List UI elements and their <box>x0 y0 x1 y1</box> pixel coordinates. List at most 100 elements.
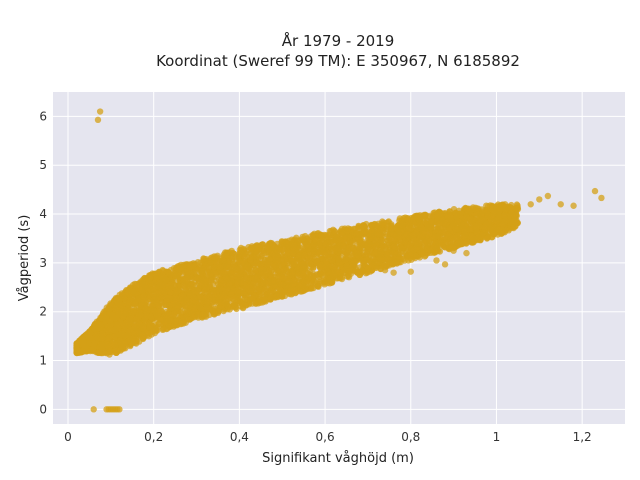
data-point <box>173 289 180 296</box>
data-point <box>206 305 213 313</box>
data-point <box>507 204 514 211</box>
data-point <box>501 212 508 220</box>
data-point <box>268 288 275 295</box>
data-point <box>323 233 330 240</box>
data-point <box>210 287 218 295</box>
data-point <box>218 293 225 300</box>
data-point <box>219 257 226 264</box>
data-point <box>117 301 125 309</box>
data-point <box>197 259 204 266</box>
data-point <box>383 251 391 258</box>
data-point <box>261 296 269 303</box>
data-point <box>230 302 238 309</box>
data-point <box>426 212 433 220</box>
data-points <box>73 108 605 413</box>
data-point <box>372 244 380 251</box>
data-point <box>396 217 403 224</box>
data-point <box>264 280 271 288</box>
data-point <box>397 244 404 251</box>
data-point <box>461 232 469 239</box>
data-point <box>372 249 380 256</box>
data-point <box>284 278 292 285</box>
data-point <box>223 249 230 256</box>
data-point <box>273 292 281 300</box>
data-point <box>295 246 302 253</box>
data-point <box>229 264 236 272</box>
data-point <box>467 216 474 223</box>
data-point <box>177 283 184 290</box>
data-point <box>171 294 179 302</box>
data-point <box>469 234 476 242</box>
data-point <box>275 267 282 274</box>
data-point <box>244 262 251 270</box>
data-point <box>378 237 385 244</box>
data-point <box>290 277 298 284</box>
data-point <box>193 287 201 294</box>
data-point <box>346 237 354 244</box>
data-point <box>215 308 222 315</box>
data-point <box>393 260 401 267</box>
data-point <box>382 243 389 250</box>
data-point <box>320 277 328 284</box>
data-point <box>423 237 430 245</box>
data-point <box>159 326 166 333</box>
data-point <box>483 202 490 209</box>
data-point <box>161 318 169 325</box>
data-point <box>473 209 480 216</box>
data-point <box>252 266 259 273</box>
data-point <box>167 323 174 330</box>
data-point <box>292 289 299 297</box>
data-point <box>390 231 397 238</box>
data-point <box>256 285 263 292</box>
data-point <box>197 305 204 312</box>
data-point <box>144 285 151 292</box>
data-point <box>127 315 134 323</box>
data-point <box>312 236 320 244</box>
data-point <box>436 219 443 227</box>
data-point <box>410 218 417 226</box>
data-point <box>439 239 446 246</box>
data-point <box>284 249 292 257</box>
data-point <box>299 261 306 268</box>
data-point <box>342 256 349 264</box>
data-point <box>238 268 246 275</box>
data-point <box>153 299 160 307</box>
data-point <box>245 301 253 308</box>
data-point <box>125 302 132 309</box>
data-point <box>212 270 219 278</box>
data-point <box>361 257 368 264</box>
data-point <box>146 320 153 328</box>
data-point <box>238 249 245 257</box>
data-point <box>395 233 402 241</box>
data-point <box>111 333 118 340</box>
data-point <box>399 222 406 229</box>
data-point <box>416 221 424 228</box>
data-point <box>295 282 303 289</box>
data-point <box>316 241 323 248</box>
data-point <box>301 251 308 258</box>
chart-subtitle: Koordinat (Sweref 99 TM): E 350967, N 61… <box>156 52 520 70</box>
data-point <box>282 256 289 264</box>
data-point <box>176 265 183 273</box>
data-point <box>352 249 360 257</box>
data-point <box>350 245 357 252</box>
data-point <box>256 291 264 298</box>
data-point <box>345 272 352 279</box>
data-point <box>329 278 336 286</box>
data-point <box>367 268 374 275</box>
data-point <box>166 294 173 301</box>
data-point <box>233 266 241 273</box>
data-point <box>289 250 296 257</box>
data-point <box>107 300 114 307</box>
data-point <box>394 250 402 257</box>
data-point <box>203 298 211 306</box>
data-point <box>395 227 402 234</box>
data-point <box>261 285 268 293</box>
data-point <box>176 303 183 310</box>
data-point <box>316 273 323 280</box>
data-point <box>371 239 378 246</box>
data-point <box>138 286 145 293</box>
data-point <box>111 341 118 348</box>
data-point <box>212 277 219 285</box>
